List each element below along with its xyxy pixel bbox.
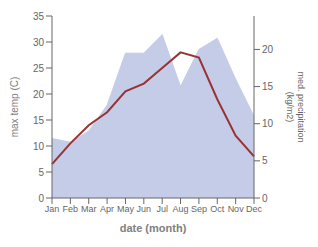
svg-text:date (month): date (month) — [120, 222, 187, 234]
svg-text:20: 20 — [33, 89, 45, 100]
svg-text:35: 35 — [33, 11, 45, 22]
svg-text:25: 25 — [33, 63, 45, 74]
svg-text:med. precipitation(kg/m2): med. precipitation(kg/m2) — [285, 71, 306, 142]
svg-text:10: 10 — [262, 118, 274, 129]
svg-text:May: May — [117, 204, 135, 214]
svg-text:Nov: Nov — [228, 204, 245, 214]
svg-text:Jun: Jun — [137, 204, 152, 214]
svg-text:Mar: Mar — [81, 204, 97, 214]
svg-text:5: 5 — [262, 155, 268, 166]
svg-text:15: 15 — [262, 81, 274, 92]
svg-text:5: 5 — [38, 167, 44, 178]
svg-text:10: 10 — [33, 141, 45, 152]
svg-text:Apr: Apr — [100, 204, 114, 214]
svg-text:max temp (C): max temp (C) — [9, 77, 20, 138]
svg-text:Jan: Jan — [45, 204, 60, 214]
svg-text:0: 0 — [38, 193, 44, 204]
svg-text:0: 0 — [262, 193, 268, 204]
svg-text:15: 15 — [33, 115, 45, 126]
svg-text:Jul: Jul — [156, 204, 168, 214]
svg-text:30: 30 — [33, 37, 45, 48]
svg-text:Aug: Aug — [173, 204, 189, 214]
svg-text:Feb: Feb — [63, 204, 79, 214]
svg-text:20: 20 — [262, 44, 274, 55]
svg-text:Sep: Sep — [191, 204, 207, 214]
svg-text:Oct: Oct — [210, 204, 225, 214]
svg-text:Dec: Dec — [246, 204, 263, 214]
